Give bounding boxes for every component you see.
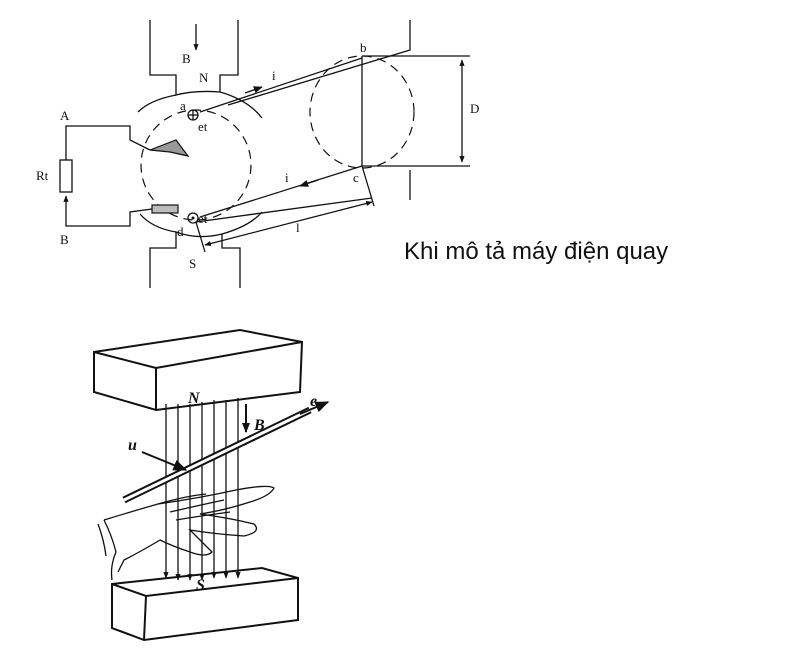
flux-arrow: B N S	[182, 24, 209, 271]
machine-body	[227, 20, 470, 200]
label-c: c	[353, 170, 359, 185]
label-rt: Rt	[36, 168, 49, 183]
label-n-block: N	[187, 390, 201, 407]
label-u: u	[128, 437, 137, 454]
label-b-terminal: B	[60, 232, 69, 247]
label-i-bottom: i	[285, 170, 289, 185]
label-i-top: i	[272, 68, 276, 83]
conductor-rod: e	[122, 393, 330, 504]
label-e: e	[310, 393, 317, 410]
label-a: a	[180, 98, 186, 113]
rotor-end-circle	[309, 55, 415, 169]
north-pole	[137, 20, 263, 119]
dimension-l: l	[195, 165, 375, 253]
conductor-ab	[199, 57, 363, 113]
label-s-pole: S	[189, 256, 196, 271]
motion-arrow: u	[128, 437, 188, 471]
label-b-flux: B	[182, 51, 191, 66]
load-resistor	[59, 159, 73, 193]
conductor-dc	[199, 165, 363, 218]
dimension-d: D	[459, 59, 479, 163]
north-magnet-block: N	[93, 328, 304, 412]
label-l: l	[296, 220, 300, 235]
brush-bottom	[151, 204, 179, 214]
south-magnet-block: S	[111, 566, 299, 642]
conductor-a-symbol	[187, 109, 199, 121]
caption: Khi mô tả máy điện quay	[404, 238, 669, 265]
label-n-pole: N	[199, 70, 209, 85]
field-lines: B	[163, 398, 265, 581]
label-a-terminal: A	[60, 108, 70, 123]
conductor-d-symbol	[187, 212, 199, 224]
external-circuit: Rt A B	[36, 108, 153, 247]
label-s-block: S	[196, 577, 205, 594]
label-b-point: b	[360, 40, 367, 55]
right-hand-rule-diagram: N B e u	[93, 328, 330, 642]
label-d-point: d	[177, 224, 184, 239]
generator-diagram: D l	[36, 20, 479, 288]
rotor-circle	[140, 109, 252, 221]
coil-conductors	[195, 57, 373, 223]
brush-top	[149, 139, 190, 157]
label-et-bottom: et	[198, 211, 208, 226]
label-d: D	[470, 101, 479, 116]
label-et-top: et	[198, 119, 208, 134]
hand-icon	[97, 485, 275, 581]
